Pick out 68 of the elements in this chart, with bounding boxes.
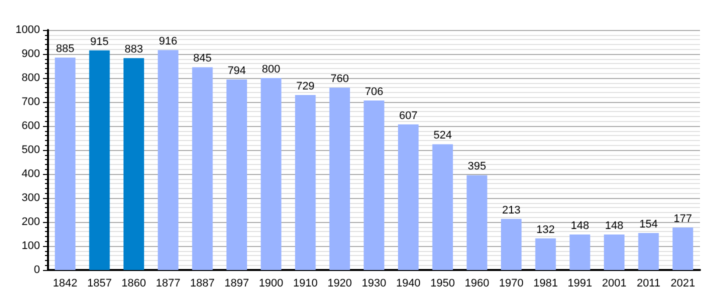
x-tick-label: 1940 — [396, 278, 421, 290]
data-label: 706 — [364, 86, 384, 98]
data-label: 885 — [56, 43, 74, 56]
bar — [192, 67, 213, 270]
x-tick-label: 2021 — [670, 278, 696, 290]
bar — [54, 58, 76, 270]
x-tick-label: 1910 — [293, 278, 318, 290]
data-label: 213 — [502, 204, 520, 216]
data-label: 800 — [262, 64, 280, 76]
y-tick-label: 200 — [22, 216, 40, 228]
data-label: 132 — [536, 224, 555, 236]
y-tick-label: 900 — [22, 48, 40, 60]
data-label: 148 — [605, 220, 624, 232]
x-tick-label: 1950 — [430, 278, 455, 290]
x-tick-label: 1981 — [533, 278, 558, 290]
y-tick-label: 1000 — [16, 24, 40, 36]
y-tick-label: 800 — [22, 72, 40, 84]
data-label: 794 — [228, 64, 246, 77]
bar — [364, 100, 384, 270]
bar — [295, 95, 316, 270]
bar — [158, 50, 178, 270]
y-tick-label: 400 — [22, 168, 40, 180]
x-tick-label: 1900 — [258, 278, 284, 290]
x-tick-label: 1877 — [156, 278, 180, 290]
x-tick-label: 1960 — [464, 278, 490, 290]
x-tick-label: 1857 — [87, 278, 112, 290]
y-tick-label: 0 — [34, 264, 40, 276]
x-tick-label: 1970 — [499, 278, 524, 290]
bar — [500, 218, 522, 270]
bar — [329, 88, 350, 270]
x-tick-label: 1920 — [327, 278, 352, 290]
y-tick-label: 100 — [22, 240, 40, 252]
bar — [570, 234, 590, 270]
data-label: 760 — [330, 73, 349, 86]
data-label: 177 — [674, 213, 692, 226]
x-tick-label: 1887 — [190, 278, 215, 290]
y-tick-label: 600 — [22, 120, 40, 132]
x-tick-label: 1860 — [122, 278, 146, 290]
x-tick-label: 1930 — [362, 278, 386, 290]
data-label: 524 — [433, 130, 452, 142]
data-label: 607 — [399, 110, 418, 122]
data-label: 154 — [639, 218, 658, 231]
bar — [260, 78, 282, 270]
y-tick-label: 300 — [22, 192, 40, 204]
bar — [432, 144, 453, 270]
x-tick-label: 1991 — [568, 278, 592, 290]
bar — [604, 234, 625, 270]
x-tick-label: 2001 — [602, 278, 626, 290]
bar — [398, 124, 419, 270]
bar — [638, 233, 659, 270]
data-label: 148 — [570, 220, 590, 232]
data-label: 729 — [296, 80, 315, 93]
bar — [226, 79, 248, 270]
data-label: 395 — [468, 160, 486, 173]
bar — [89, 50, 110, 270]
bar — [672, 228, 694, 270]
x-tick-label: 1842 — [52, 278, 78, 290]
data-label: 845 — [193, 52, 212, 65]
data-label: 916 — [158, 36, 178, 48]
bar — [466, 175, 488, 270]
data-label: 883 — [124, 44, 143, 56]
y-tick-label: 700 — [22, 96, 40, 108]
bar — [123, 58, 144, 270]
x-tick-label: 1897 — [224, 278, 249, 290]
y-tick-label: 500 — [22, 144, 40, 156]
data-label: 915 — [90, 36, 109, 48]
bar — [535, 238, 556, 270]
x-tick-label: 2011 — [636, 278, 660, 290]
